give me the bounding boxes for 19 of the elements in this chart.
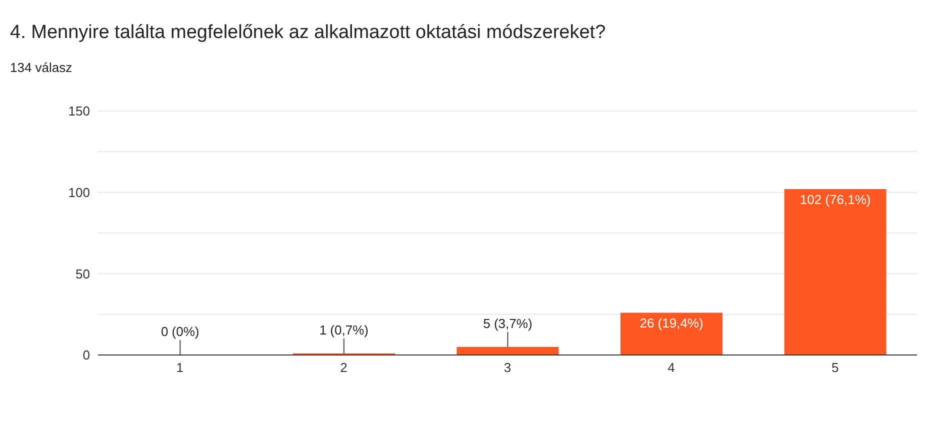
- data-label: 1 (0,7%): [319, 322, 368, 338]
- x-tick-label: 2: [340, 360, 348, 376]
- bar: [620, 312, 723, 355]
- y-tick-label: 100: [68, 184, 90, 200]
- y-tick-label: 0: [82, 348, 90, 363]
- y-tick-label: 150: [68, 104, 90, 119]
- x-tick-label: 1: [176, 360, 184, 376]
- data-label: 0 (0%): [160, 324, 200, 339]
- bar: [784, 189, 886, 355]
- data-label: 5 (3,7%): [483, 316, 532, 331]
- x-tick-label: 4: [668, 360, 675, 376]
- x-tick-label: 3: [504, 360, 512, 376]
- bar: [456, 346, 559, 355]
- y-tick-label: 50: [76, 266, 90, 282]
- chart-subtitle: 134 válasz: [9, 60, 74, 75]
- data-label: 26 (19,4%): [640, 316, 704, 331]
- data-label: 102 (76,1%): [800, 192, 871, 208]
- x-tick-label: 5: [831, 360, 839, 376]
- chart-title: 4. Mennyire találta megfelelőnek az alkalmazott oktatási módszereket?: [9, 21, 607, 44]
